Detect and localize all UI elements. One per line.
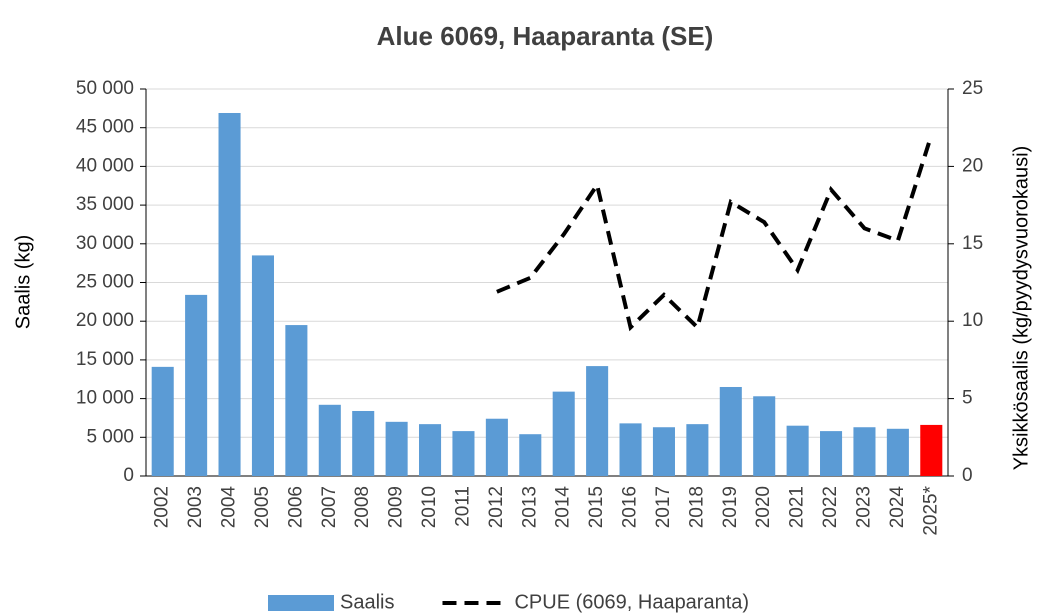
y-tick-label: 5 000 bbox=[86, 426, 134, 447]
bar bbox=[251, 255, 274, 476]
x-tick-label: 2019 bbox=[720, 486, 741, 528]
bar bbox=[820, 431, 843, 476]
bar bbox=[352, 410, 375, 476]
x-tick-label: 2024 bbox=[887, 486, 908, 529]
x-tick-label: 2017 bbox=[653, 486, 674, 528]
y-tick-label: 20 000 bbox=[76, 310, 134, 331]
y-tick-label: 40 000 bbox=[76, 155, 134, 176]
bar bbox=[586, 366, 609, 476]
y-tick-label: 15 000 bbox=[76, 349, 134, 370]
x-tick-label: 2006 bbox=[285, 486, 306, 528]
y2-tick-label: 15 bbox=[962, 233, 983, 254]
legend-label: CPUE (6069, Haaparanta) bbox=[514, 591, 749, 613]
x-tick-label: 2002 bbox=[152, 486, 173, 528]
bar bbox=[385, 421, 408, 476]
y-tick-label: 50 000 bbox=[76, 78, 134, 99]
x-tick-label: 2015 bbox=[586, 486, 607, 528]
bar bbox=[920, 424, 943, 476]
bar bbox=[753, 396, 776, 476]
bar bbox=[786, 425, 809, 476]
x-tick-label: 2022 bbox=[820, 486, 841, 528]
bar bbox=[719, 386, 742, 476]
bar bbox=[619, 423, 642, 476]
legend-label: Saalis bbox=[340, 591, 394, 613]
bar bbox=[452, 431, 475, 476]
x-tick-label: 2012 bbox=[486, 486, 507, 528]
y2-tick-label: 20 bbox=[962, 155, 983, 176]
x-tick-label: 2016 bbox=[620, 486, 641, 528]
bar bbox=[552, 391, 575, 476]
bar bbox=[318, 404, 341, 476]
chart-title: Alue 6069, Haaparanta (SE) bbox=[377, 21, 714, 51]
x-tick-label: 2018 bbox=[686, 486, 707, 528]
legend-swatch bbox=[268, 595, 334, 611]
bar bbox=[185, 294, 208, 476]
bar bbox=[485, 418, 508, 476]
x-tick-label: 2003 bbox=[185, 486, 206, 528]
y-tick-label: 10 000 bbox=[76, 388, 134, 409]
x-tick-label: 2008 bbox=[352, 486, 373, 528]
x-tick-label: 2005 bbox=[252, 486, 273, 528]
x-tick-label: 2013 bbox=[519, 486, 540, 528]
bar bbox=[652, 427, 675, 476]
y2-tick-label: 5 bbox=[962, 388, 973, 409]
bar bbox=[686, 424, 709, 476]
y-tick-label: 0 bbox=[123, 465, 134, 486]
y2-tick-label: 10 bbox=[962, 310, 983, 331]
y-tick-label: 25 000 bbox=[76, 272, 134, 293]
bar bbox=[285, 325, 308, 476]
bar bbox=[853, 427, 876, 476]
x-tick-label: 2007 bbox=[319, 486, 340, 528]
y2-tick-label: 0 bbox=[962, 465, 973, 486]
x-tick-label: 2011 bbox=[452, 486, 473, 527]
bar bbox=[218, 112, 241, 476]
bar bbox=[519, 434, 542, 476]
y-tick-label: 45 000 bbox=[76, 117, 134, 138]
bar bbox=[151, 366, 174, 476]
bar bbox=[419, 424, 442, 476]
y-axis-title: Saalis (kg) bbox=[12, 235, 34, 329]
x-tick-label: 2021 bbox=[787, 486, 808, 528]
x-tick-label: 2004 bbox=[219, 486, 240, 529]
x-tick-label: 2009 bbox=[386, 486, 407, 528]
y-tick-label: 30 000 bbox=[76, 233, 134, 254]
x-tick-label: 2020 bbox=[753, 486, 774, 528]
x-tick-label: 2023 bbox=[853, 486, 874, 528]
line bbox=[496, 134, 934, 332]
x-tick-label: 2025* bbox=[920, 485, 941, 535]
y2-tick-label: 25 bbox=[962, 78, 983, 99]
x-tick-label: 2010 bbox=[419, 486, 440, 528]
bar bbox=[886, 428, 909, 476]
y-tick-label: 35 000 bbox=[76, 194, 134, 215]
x-tick-label: 2014 bbox=[553, 486, 574, 529]
y2-axis-title: Yksikkösaalis (kg/pyydysvuorokausi) bbox=[1010, 146, 1032, 471]
